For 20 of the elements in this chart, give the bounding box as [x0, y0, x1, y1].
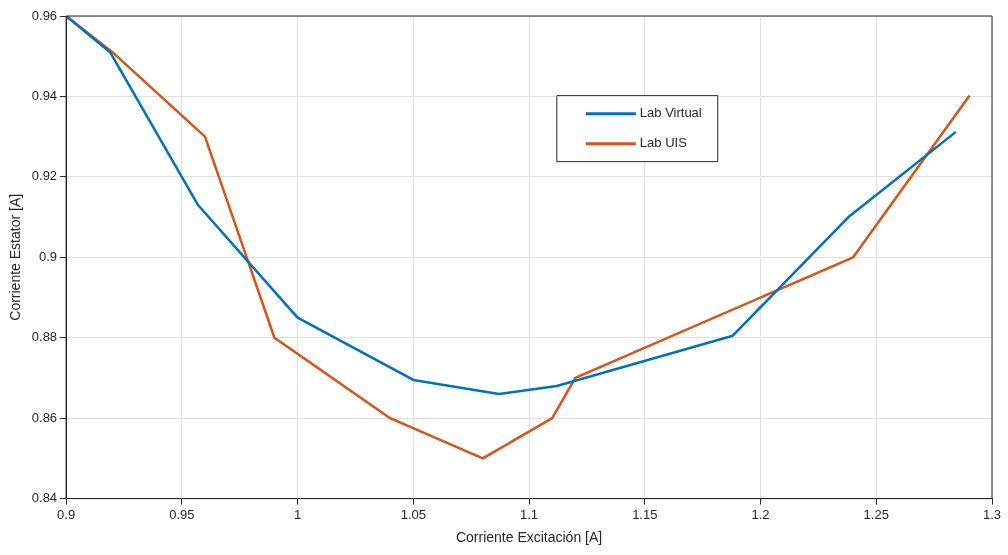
x-tick-label: 0.95	[169, 506, 195, 522]
x-tick-label: 1.1	[520, 506, 539, 522]
x-axis-title: Corriente Excitación [A]	[455, 529, 603, 546]
x-tick-label: 1.15	[632, 506, 658, 522]
legend-label: Lab Virtual	[639, 105, 702, 121]
y-tick-label: 0.86	[31, 409, 58, 425]
y-tick-label: 0.96	[31, 7, 58, 23]
y-tick-label: 0.94	[31, 88, 58, 104]
x-tick-label: 1.3	[982, 506, 1002, 522]
y-tick-label: 0.88	[31, 329, 58, 345]
y-tick-label: 0.9	[39, 248, 58, 264]
x-tick-label: 1.2	[751, 506, 770, 522]
y-axis-title: Corriente Estator [A]	[7, 193, 24, 321]
x-tick-label: 1.05	[400, 506, 426, 522]
x-tick-label: 1	[293, 506, 302, 522]
x-tick-label: 1.25	[863, 506, 889, 522]
legend-label: Lab UIS	[639, 135, 688, 151]
x-tick-label: 0.9	[57, 506, 76, 522]
y-tick-label: 0.84	[31, 490, 58, 506]
y-tick-label: 0.92	[31, 168, 58, 184]
